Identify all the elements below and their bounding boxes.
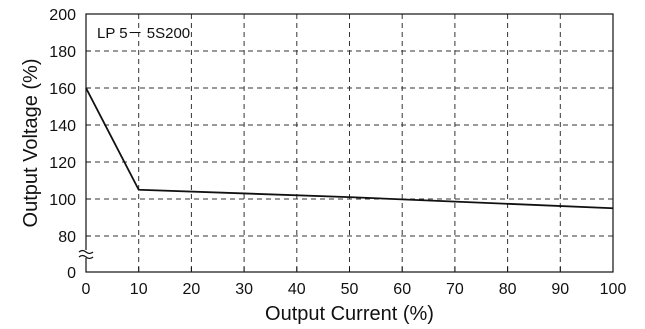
x-tick-label-30: 30: [235, 281, 253, 298]
x-tick-label-70: 70: [446, 281, 464, 298]
series-line-0: [85, 87, 614, 210]
x-tick-label-80: 80: [499, 281, 517, 298]
grid: [86, 14, 613, 272]
axis-break-gap: [79, 250, 93, 258]
y-tick-label-100: 100: [49, 192, 76, 209]
x-tick-label-60: 60: [393, 281, 411, 298]
y-tick-label-120: 120: [49, 155, 76, 172]
y-axis-title: Output Voltage (%): [20, 59, 42, 228]
x-tick-label-50: 50: [341, 281, 359, 298]
x-tick-label-100: 100: [600, 281, 627, 298]
y-tick-label-140: 140: [49, 118, 76, 135]
y-tick-label-160: 160: [49, 81, 76, 98]
x-tick-label-40: 40: [288, 281, 306, 298]
y-tick-labels: 0 80 100 120 140 160 180 200: [49, 7, 91, 282]
axis-break-wave-2: [78, 254, 94, 260]
x-tick-label-0: 0: [82, 281, 91, 298]
chart-annotation: LP 5－ 5S200: [97, 25, 190, 42]
x-tick-labels: 0 10 20 30 40 50 60 70 80 90 100: [82, 267, 627, 298]
x-tick-label-10: 10: [130, 281, 148, 298]
axis-break-wave-1: [78, 249, 94, 255]
y-tick-label-0: 0: [67, 265, 76, 282]
x-tick-label-90: 90: [551, 281, 569, 298]
axis-break-marker: [78, 249, 94, 260]
y-tick-label-80: 80: [58, 229, 76, 246]
x-axis-title: Output Current (%): [265, 303, 434, 325]
series-layer: [85, 87, 614, 210]
x-tick-label-20: 20: [183, 281, 201, 298]
y-tick-label-180: 180: [49, 44, 76, 61]
y-tick-label-200: 200: [49, 7, 76, 24]
